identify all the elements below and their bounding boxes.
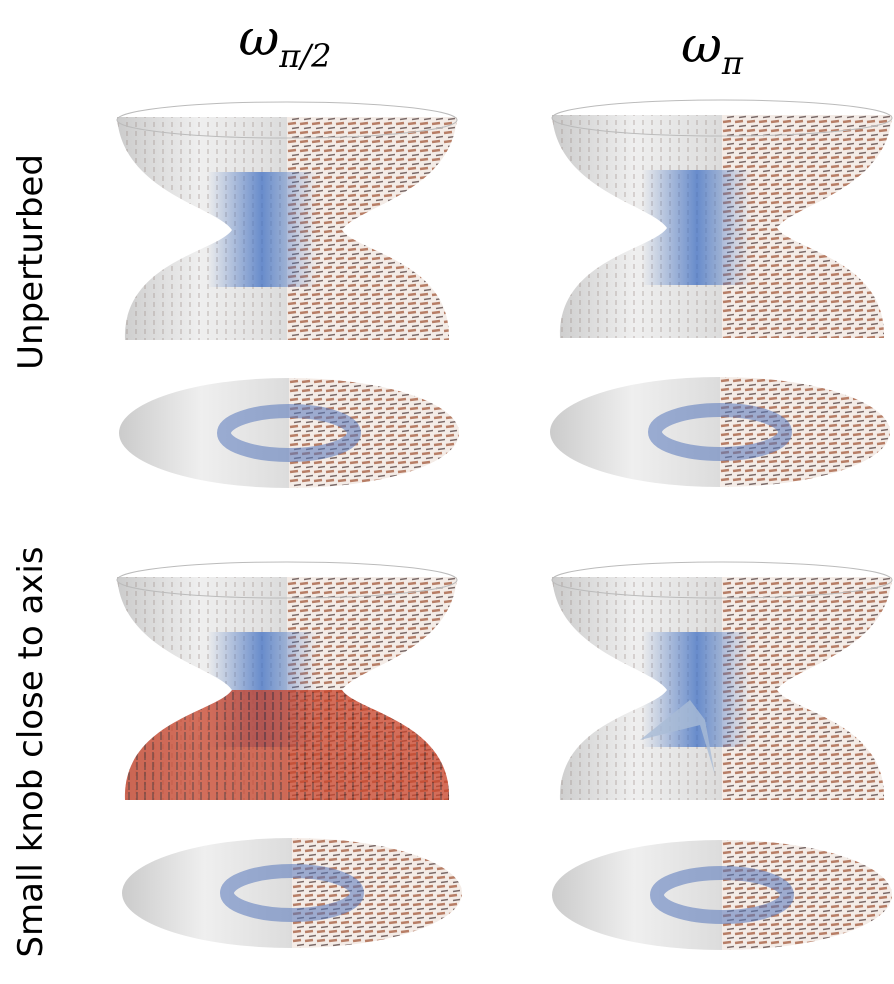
hourglass-plot: [112, 562, 462, 810]
figure: ωπ/2 ωπ Unperturbed Small knob close to …: [0, 0, 894, 984]
disk-plot: [114, 373, 464, 493]
label-part: ω: [681, 16, 722, 74]
hourglass-plot: [547, 562, 894, 807]
hourglass-plot: [112, 102, 462, 347]
column-header: ωπ/2: [239, 9, 332, 75]
row-label: Unperturbed: [11, 154, 51, 370]
column-header: ωπ: [681, 16, 744, 82]
hourglass-plot: [547, 100, 894, 345]
row-label: Small knob close to axis: [11, 546, 51, 957]
disk-plot: [117, 833, 467, 953]
disk-plot: [545, 372, 894, 492]
label-part: ω: [239, 9, 280, 67]
label-part: π: [721, 44, 744, 82]
label-part: π/2: [278, 37, 331, 75]
disk-plot: [547, 835, 894, 955]
